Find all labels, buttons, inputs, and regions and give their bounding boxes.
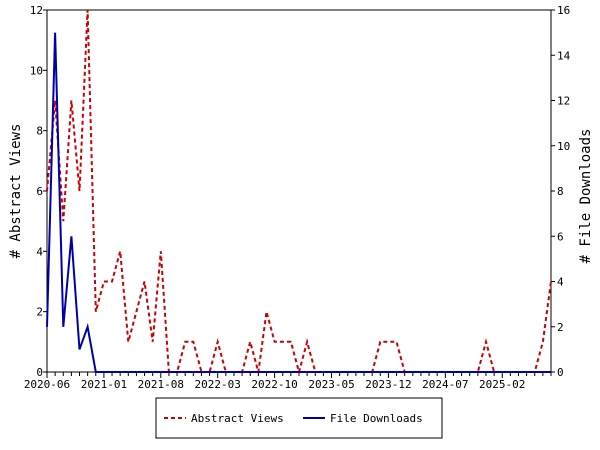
legend — [155, 397, 443, 439]
y-tick-label: 0 — [36, 366, 43, 379]
y-tick-label: 10 — [30, 64, 43, 77]
x-tick-label: 2022-10 — [251, 378, 297, 391]
y-tick-label: 8 — [36, 125, 43, 138]
line-series — [46, 32, 551, 373]
y2-tick-label: 6 — [557, 230, 564, 243]
y2-tick-label: 12 — [557, 95, 570, 108]
y2-tick-label: 10 — [557, 140, 570, 153]
y2-axis-label: # File Downloads — [578, 129, 594, 264]
y2-tick-label: 16 — [557, 4, 570, 17]
y-axis-label: # Abstract Views — [8, 124, 24, 259]
y-tick-label: 2 — [36, 306, 43, 319]
x-tick-label: 2021-01 — [81, 378, 127, 391]
line-series — [46, 9, 552, 376]
x-tick-label: 2022-03 — [195, 378, 241, 391]
x-tick-label: 2021-08 — [138, 378, 184, 391]
y2-tick-label: 14 — [557, 49, 571, 62]
legend-label: File Downloads — [330, 412, 423, 425]
legend-label: Abstract Views — [191, 412, 284, 425]
x-tick-label: 2025-02 — [479, 378, 525, 391]
x-tick-label: 2024-07 — [422, 378, 468, 391]
y2-tick-label: 4 — [557, 276, 564, 289]
y2-tick-label: 0 — [557, 366, 564, 379]
y2-tick-label: 2 — [557, 321, 564, 334]
x-tick-label: 2023-05 — [308, 378, 354, 391]
plot-frame — [46, 9, 552, 373]
x-tick-label: 2023-12 — [365, 378, 411, 391]
x-tick-label: 2020-06 — [24, 378, 70, 391]
y2-tick-label: 8 — [557, 185, 564, 198]
y-tick-label: 4 — [36, 245, 43, 258]
y-tick-label: 12 — [30, 4, 43, 17]
y-tick-label: 6 — [36, 185, 43, 198]
